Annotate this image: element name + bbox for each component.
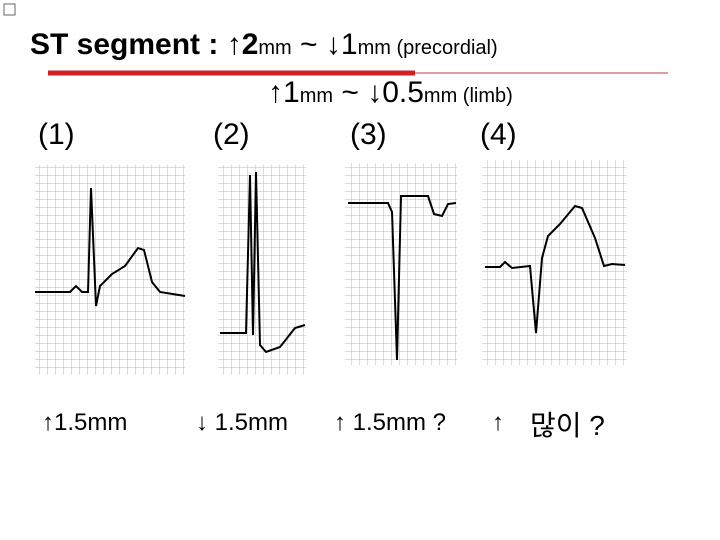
- ecg-grid: [345, 163, 457, 365]
- ecg-grid: [35, 165, 185, 375]
- panel-caption: ↓ 1.5mm: [196, 409, 289, 436]
- ecg-trace: [348, 195, 457, 361]
- ecg-trace: [485, 204, 626, 334]
- bullet: [3, 3, 16, 16]
- title-part: mm: [258, 37, 292, 59]
- title-part: mm: [357, 37, 391, 59]
- title-part: ~ ↓1: [291, 28, 358, 61]
- title-part: (limb): [457, 85, 513, 107]
- ecg-trace: [220, 171, 306, 354]
- title-part: mm: [299, 85, 334, 107]
- title-part: ~ ↓0.5: [333, 76, 424, 109]
- panel-caption: ↑ 1.5mm ?: [334, 409, 447, 436]
- panel-label: (4): [480, 118, 517, 151]
- ecg-trace: [35, 187, 186, 307]
- ecg-grid: [218, 165, 306, 375]
- panel-label: (2): [213, 118, 250, 151]
- title-part: ST segment : ↑2: [30, 28, 259, 61]
- panel-label: (1): [38, 118, 75, 151]
- title-part: (precordial): [390, 37, 498, 59]
- panel-caption: ↑: [492, 409, 504, 436]
- title-line-2: ↑1mm ~ ↓0.5mm (limb): [268, 76, 513, 110]
- panel-label: (3): [350, 118, 387, 151]
- title-part: ↑1: [268, 76, 300, 109]
- title-part: mm: [423, 85, 458, 107]
- panel-caption: ↑1.5mm: [42, 409, 128, 436]
- title-line-1: ST segment : ↑2mm ~ ↓1mm (precordial): [30, 28, 498, 62]
- panel-caption: 많이 ?: [530, 410, 605, 441]
